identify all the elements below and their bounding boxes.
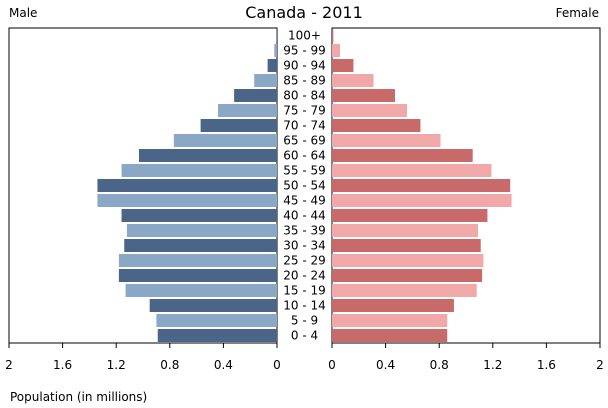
- male-bar: [125, 284, 277, 297]
- female-tick-label: 1.2: [483, 358, 502, 372]
- age-group-label: 65 - 69: [283, 134, 326, 148]
- male-tick-label: 1.2: [107, 358, 126, 372]
- age-group-label: 45 - 49: [283, 194, 326, 208]
- female-tick-label: 1.6: [537, 358, 556, 372]
- male-tick-label: 0.4: [214, 358, 233, 372]
- age-group-label: 50 - 54: [283, 179, 326, 193]
- male-bar: [97, 179, 277, 192]
- male-bar: [118, 269, 277, 282]
- male-bar: [138, 149, 277, 162]
- male-bar: [149, 299, 277, 312]
- male-bar: [276, 29, 277, 42]
- male-bar: [118, 254, 277, 267]
- female-bar: [332, 74, 374, 87]
- male-bar: [124, 239, 278, 252]
- age-group-label: 30 - 34: [283, 239, 326, 253]
- female-bar: [332, 164, 492, 177]
- age-group-label: 0 - 4: [291, 329, 318, 343]
- age-group-label: 70 - 74: [283, 119, 326, 133]
- male-bar: [274, 44, 277, 57]
- age-group-label: 35 - 39: [283, 224, 326, 238]
- age-group-label: 100+: [288, 29, 321, 43]
- female-bar: [332, 209, 488, 222]
- female-bar: [332, 149, 473, 162]
- chart-title: Canada - 2011: [245, 3, 363, 22]
- age-group-label: 15 - 19: [283, 284, 326, 298]
- age-group-label: 95 - 99: [283, 44, 326, 58]
- x-axis-ticks: 2 1.6 1.2 0.8 0.4 0 0 0.4 0.8 1.2 1.6 2: [5, 343, 604, 372]
- female-bars: [332, 29, 512, 342]
- male-bar: [97, 194, 277, 207]
- female-bar: [332, 269, 483, 282]
- male-tick-label: 0: [273, 358, 281, 372]
- female-tick-label: 0: [328, 358, 336, 372]
- female-bar: [332, 254, 484, 267]
- female-bar: [332, 329, 448, 342]
- female-bar: [332, 284, 477, 297]
- age-group-label: 75 - 79: [283, 104, 326, 118]
- age-group-label: 85 - 89: [283, 74, 326, 88]
- age-group-label: 5 - 9: [291, 314, 318, 328]
- female-bar: [332, 239, 481, 252]
- male-tick-label: 1.6: [53, 358, 72, 372]
- age-group-label: 40 - 44: [283, 209, 326, 223]
- female-tick-label: 0.8: [430, 358, 449, 372]
- male-bar: [218, 104, 277, 117]
- age-group-label: 80 - 84: [283, 89, 326, 103]
- male-bar: [173, 134, 277, 147]
- female-bar: [332, 44, 341, 57]
- male-bar: [254, 74, 277, 87]
- age-group-label: 10 - 14: [283, 299, 326, 313]
- male-bar: [121, 209, 277, 222]
- female-bar: [332, 59, 354, 72]
- male-bar: [200, 119, 277, 132]
- female-bar: [332, 314, 448, 327]
- female-tick-label: 0.4: [376, 358, 395, 372]
- female-bar: [332, 299, 454, 312]
- female-bar: [332, 134, 441, 147]
- male-bar: [267, 59, 277, 72]
- female-bar: [332, 29, 334, 42]
- x-axis-label: Population (in millions): [10, 390, 148, 404]
- female-bar: [332, 119, 421, 132]
- male-bar: [234, 89, 277, 102]
- female-bar: [332, 104, 408, 117]
- female-tick-label: 2: [596, 358, 604, 372]
- female-bar: [332, 179, 511, 192]
- male-tick-label: 0.8: [160, 358, 179, 372]
- age-group-label: 20 - 24: [283, 269, 326, 283]
- male-side-label: Male: [9, 6, 38, 20]
- male-bar: [156, 314, 277, 327]
- male-bar: [121, 164, 277, 177]
- age-group-label: 25 - 29: [283, 254, 326, 268]
- male-tick-label: 2: [5, 358, 13, 372]
- age-group-label: 55 - 59: [283, 164, 326, 178]
- female-bar: [332, 89, 395, 102]
- male-bars: [97, 29, 278, 342]
- female-side-label: Female: [555, 6, 599, 20]
- age-group-label: 60 - 64: [283, 149, 326, 163]
- age-group-label: 90 - 94: [283, 59, 326, 73]
- female-bar: [332, 224, 479, 237]
- female-bar: [332, 194, 512, 207]
- male-bar: [157, 329, 277, 342]
- male-bar: [126, 224, 277, 237]
